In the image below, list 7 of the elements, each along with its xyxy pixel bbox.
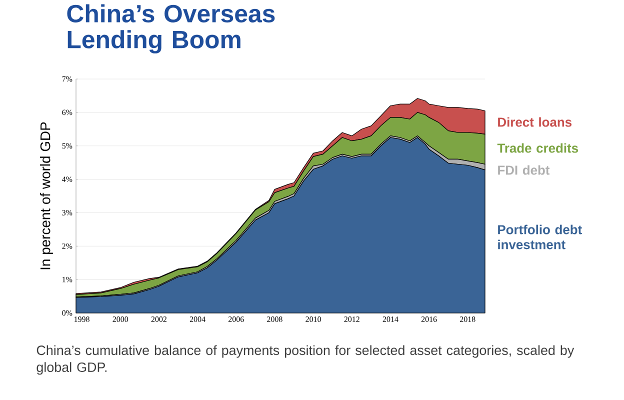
series-label: Trade credits xyxy=(497,143,578,153)
chart-title: China’s Overseas Lending Boom xyxy=(67,4,275,54)
series-label: Portfolio debt investment xyxy=(498,224,582,250)
series-label: Direct loans xyxy=(498,117,572,127)
text: China’s cumulative balance of payments position for selected asset categories, scaled by global GDP. xyxy=(36,345,574,375)
y-axis-title: In percent of world GDP xyxy=(40,122,54,270)
series-label: FDI debt xyxy=(498,165,550,175)
